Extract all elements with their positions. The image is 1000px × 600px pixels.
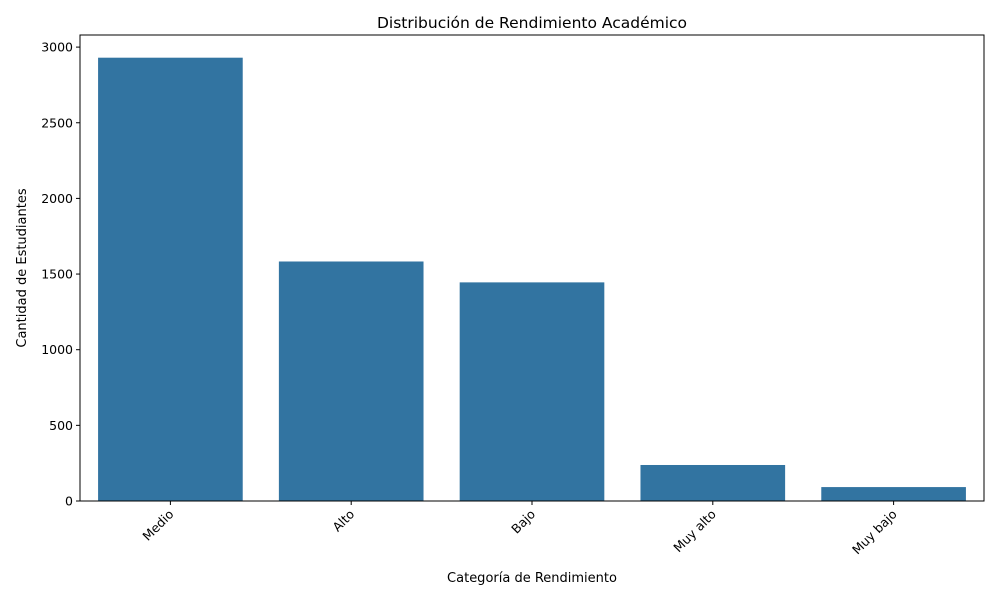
x-tick-label: Medio — [139, 507, 176, 544]
bar-muy-alto — [640, 464, 786, 501]
bar-alto — [278, 261, 424, 501]
bars-group — [98, 57, 966, 502]
x-tick-label: Muy bajo — [849, 507, 900, 558]
y-tick-label: 3000 — [41, 40, 73, 55]
chart-title: Distribución de Rendimiento Académico — [377, 14, 687, 32]
x-axis: Medio Alto Bajo Muy alto Muy bajo — [139, 501, 900, 558]
y-tick-label: 500 — [49, 418, 73, 433]
y-tick-label: 2000 — [41, 191, 73, 206]
y-tick-label: 0 — [65, 494, 73, 509]
y-tick-label: 2500 — [41, 115, 73, 130]
y-tick-label: 1500 — [41, 267, 73, 282]
x-tick-label: Bajo — [508, 507, 538, 537]
y-axis: 0 500 1000 1500 2000 2500 3000 — [41, 40, 80, 509]
bar-medio — [98, 57, 243, 502]
y-axis-label: Cantidad de Estudiantes — [15, 188, 30, 347]
x-tick-label: Muy alto — [670, 507, 719, 556]
y-tick-label: 1000 — [41, 342, 73, 357]
bar-bajo — [459, 282, 605, 501]
plot-frame — [79, 34, 985, 502]
bar-muy-bajo — [821, 487, 966, 501]
x-axis-label: Categoría de Rendimiento — [447, 571, 617, 586]
x-tick-label: Alto — [329, 507, 357, 535]
